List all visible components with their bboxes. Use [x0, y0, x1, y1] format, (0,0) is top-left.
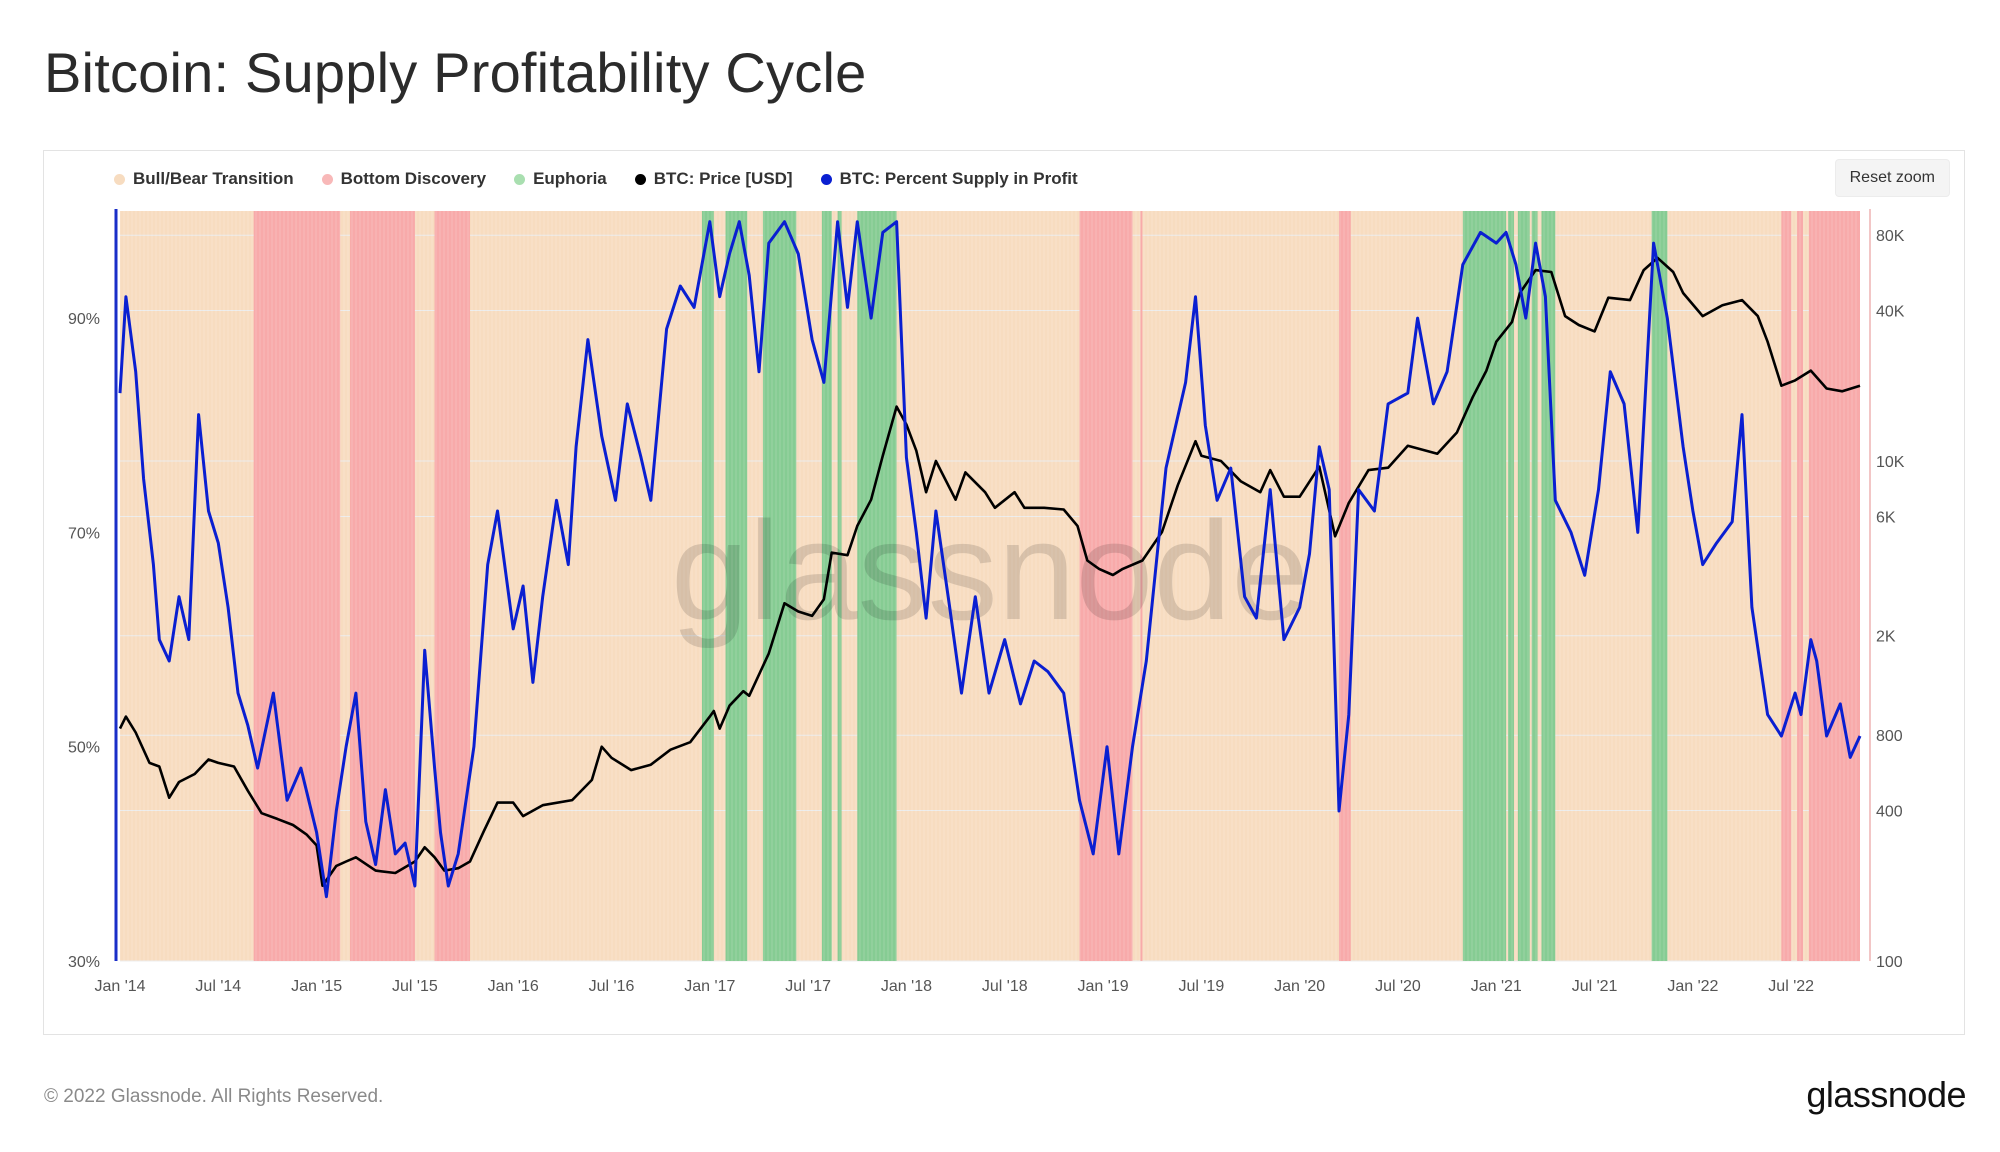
x-tick-label: Jul '22	[1768, 978, 1814, 995]
region-bottom-discovery	[1797, 211, 1803, 961]
x-tick-label: Jul '19	[1178, 978, 1224, 995]
x-tick-label: Jan '22	[1667, 978, 1718, 995]
x-tick-label: Jan '16	[488, 978, 539, 995]
reset-zoom-button[interactable]: Reset zoom	[1834, 159, 1950, 197]
region-bottom-discovery	[350, 211, 415, 961]
x-tick-label: Jul '18	[982, 978, 1028, 995]
region-euphoria	[1508, 211, 1514, 961]
y-left-tick-label: 30%	[68, 954, 100, 971]
region-bottom-discovery	[1781, 211, 1792, 961]
x-tick-label: Jan '20	[1274, 978, 1325, 995]
legend-label: Bottom Discovery	[340, 169, 487, 188]
chart-plot: glassnode 30% 50% 70% 90% 100 400 800 2K 6K 10K 40K…	[68, 209, 1905, 995]
legend-item-btc-price[interactable]: BTC: Price [USD]	[634, 169, 793, 189]
region-euphoria	[1462, 211, 1507, 961]
legend-label: Bull/Bear Transition	[133, 169, 294, 188]
legend-dot-transition	[114, 173, 125, 185]
legend-dot-price	[634, 173, 646, 185]
x-tick-label: Jan '21	[1471, 978, 1522, 995]
y-right-tick-label: 6K	[1876, 509, 1896, 526]
legend-dot-bottom	[321, 173, 333, 185]
legend-dot-euphoria	[514, 173, 526, 185]
y-right-tick-label: 800	[1876, 728, 1903, 745]
region-euphoria	[725, 211, 748, 961]
legend-label: BTC: Percent Supply in Profit	[839, 169, 1078, 188]
region-euphoria	[701, 211, 714, 961]
x-tick-label: Jul '15	[392, 978, 438, 995]
x-tick-label: Jan '14	[94, 978, 145, 995]
x-tick-label: Jan '15	[291, 978, 342, 995]
x-tick-label: Jul '14	[195, 978, 241, 995]
x-tick-label: Jul '16	[589, 978, 635, 995]
region-bottom-discovery	[1338, 211, 1351, 961]
x-tick-label: Jul '17	[785, 978, 831, 995]
x-tick-label: Jan '19	[1078, 978, 1129, 995]
series-line-btc-price	[118, 256, 1861, 887]
y-right-tick-label: 100	[1876, 954, 1903, 971]
y-right-tick-label: 10K	[1876, 454, 1905, 471]
region-euphoria	[1531, 211, 1538, 961]
y-right-tick-label: 400	[1876, 803, 1903, 820]
legend-label: BTC: Price [USD]	[653, 169, 793, 188]
region-euphoria	[1651, 211, 1668, 961]
footer-logo: glassnode	[1806, 1074, 1966, 1115]
region-euphoria	[1517, 211, 1530, 961]
legend: Bull/Bear Transition Bottom Discovery Eu…	[114, 169, 1078, 189]
legend-item-bull-bear-transition[interactable]: Bull/Bear Transition	[114, 169, 294, 189]
watermark-text: glassnode	[671, 492, 1309, 649]
y-right-tick-label: 80K	[1876, 228, 1905, 245]
series-line-percent-supply-in-profit	[118, 220, 1862, 899]
page-title: Bitcoin: Supply Profitability Cycle	[44, 41, 867, 104]
x-tick-label: Jan '18	[881, 978, 932, 995]
legend-label: Euphoria	[533, 169, 607, 188]
y-right-tick-label: 2K	[1876, 629, 1896, 646]
legend-item-euphoria[interactable]: Euphoria	[514, 169, 607, 189]
legend-item-percent-supply-in-profit[interactable]: BTC: Percent Supply in Profit	[820, 169, 1078, 189]
region-euphoria	[762, 211, 797, 961]
footer-copyright: © 2022 Glassnode. All Rights Reserved.	[44, 1086, 384, 1107]
x-tick-label: Jan '17	[684, 978, 735, 995]
y-left-tick-label: 90%	[68, 311, 100, 328]
x-tick-label: Jul '21	[1572, 978, 1618, 995]
region-bottom-discovery	[253, 211, 297, 961]
legend-dot-profit	[820, 173, 832, 185]
y-left-tick-label: 70%	[68, 525, 100, 542]
region-bottom-discovery	[1808, 211, 1860, 961]
y-left-tick-label: 50%	[68, 740, 100, 757]
y-right-tick-label: 40K	[1876, 303, 1905, 320]
region-bottom-discovery	[1140, 211, 1143, 961]
region-euphoria	[837, 211, 842, 961]
chart-frame: Bull/Bear Transition Bottom Discovery Eu…	[43, 150, 1965, 1035]
region-euphoria	[857, 211, 897, 961]
legend-item-bottom-discovery[interactable]: Bottom Discovery	[321, 169, 487, 189]
x-tick-label: Jul '20	[1375, 978, 1421, 995]
